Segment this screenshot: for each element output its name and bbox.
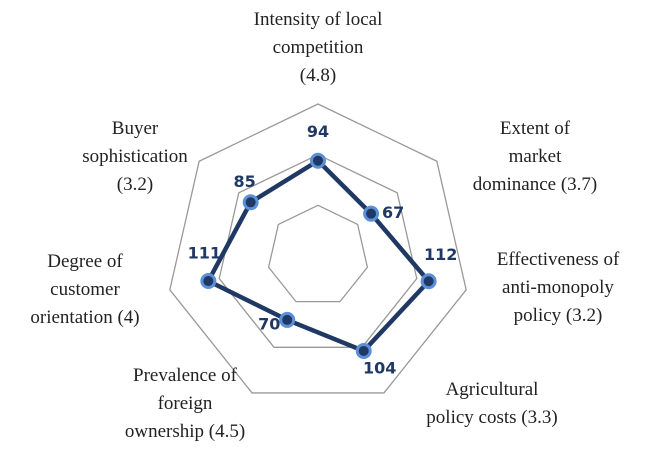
series-line	[206, 158, 431, 354]
marker	[420, 273, 437, 290]
data-label: 85	[234, 172, 256, 191]
axis-label-line: (4.8)	[299, 65, 337, 86]
axis-label-line: market	[508, 146, 562, 167]
axis-label-line: Prevalence of	[133, 365, 237, 386]
axis-label: Intensity of local competition (4.8)	[254, 6, 383, 90]
axis-label-line: Effectiveness of	[496, 249, 620, 270]
grid-ring	[218, 153, 418, 348]
axis-label-line: foreign	[157, 393, 213, 414]
axis-label-line: Degree of	[47, 251, 123, 272]
axis-label: Buyer sophistication (3.2)	[82, 115, 188, 199]
data-label: 111	[188, 244, 221, 263]
axis-label-line: Buyer	[111, 118, 159, 139]
axis-label-line: Extent of	[499, 118, 571, 139]
axis-label: Prevalence of foreign ownership (4.5)	[125, 362, 245, 446]
axis-label-line: sophistication	[82, 146, 188, 167]
axis-label: Degree of customer orientation (4)	[30, 248, 139, 332]
axis-label-line: customer	[50, 279, 120, 300]
grid-ring	[267, 204, 369, 303]
marker	[279, 311, 296, 328]
axis-label-line: anti-monopoly	[502, 277, 614, 298]
axis-label-line: (3.2)	[116, 174, 154, 195]
axis-label-line: policy costs (3.3)	[426, 407, 558, 428]
axis-label-line: policy (3.2)	[513, 305, 603, 326]
marker	[242, 194, 259, 211]
axis-label-line: orientation (4)	[30, 307, 140, 328]
axis-label-line: ownership (4.5)	[124, 421, 246, 442]
grid-ring	[169, 103, 467, 394]
marker	[200, 273, 217, 290]
axis-label-line: competition	[272, 37, 364, 58]
axis-label-line: Agricultural	[445, 379, 539, 400]
axis-label: Agricultural policy costs (3.3)	[426, 376, 557, 432]
marker	[355, 342, 372, 359]
axis-label: Extent of market dominance (3.7)	[473, 115, 598, 199]
data-label: 94	[307, 122, 329, 141]
axis-label-line: Intensity of local	[253, 9, 383, 30]
marker	[363, 205, 380, 222]
axis-label: Effectiveness of anti-monopoly policy (3.2…	[497, 246, 620, 330]
data-label: 104	[363, 358, 396, 377]
data-label: 67	[382, 203, 404, 222]
data-label: 70	[258, 314, 280, 333]
data-label: 112	[424, 245, 457, 264]
axis-label-line: dominance (3.7)	[472, 174, 598, 195]
marker	[310, 152, 326, 169]
